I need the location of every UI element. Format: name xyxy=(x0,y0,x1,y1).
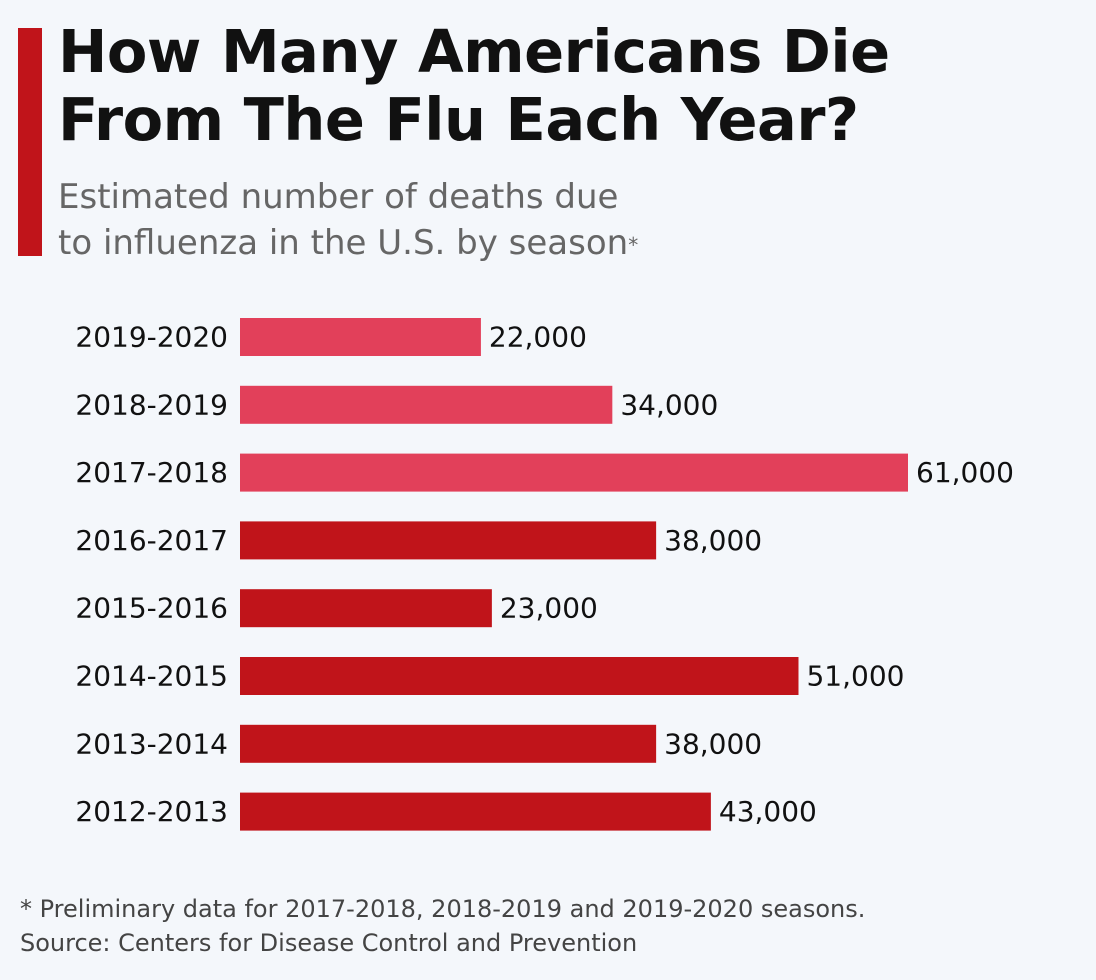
category-label: 2013-2014 xyxy=(75,727,228,760)
subtitle-footnote-marker: * xyxy=(628,233,639,257)
bar xyxy=(240,521,657,560)
bar xyxy=(240,385,613,424)
bar xyxy=(240,453,908,492)
footnote-preliminary-note: * Preliminary data for 2017-2018, 2018-2… xyxy=(20,895,866,923)
bar xyxy=(240,724,657,763)
category-label: 2012-2013 xyxy=(75,795,228,828)
bar-chart: 2019-2020 22,000 2018-2019 34,000 2017-2018 6… xyxy=(75,318,1014,831)
chart-subtitle: Estimated number of deaths due to influe… xyxy=(58,174,958,266)
category-label: 2019-2020 xyxy=(75,321,228,354)
category-label: 2014-2015 xyxy=(75,660,228,693)
value-label: 51,000 xyxy=(806,660,904,693)
bar xyxy=(240,589,492,628)
chart-title-line-1: How Many Americans Die xyxy=(58,17,890,86)
value-label: 38,000 xyxy=(664,727,762,760)
value-label: 23,000 xyxy=(500,592,598,625)
category-label: 2017-2018 xyxy=(75,456,228,489)
chart-subtitle-line-2: to influenza in the U.S. by season* xyxy=(58,220,958,266)
bar xyxy=(240,792,711,831)
category-label: 2018-2019 xyxy=(75,388,228,421)
footnote-source: Source: Centers for Disease Control and … xyxy=(20,929,638,957)
bar xyxy=(240,657,799,695)
chart-title: How Many Americans Die From The Flu Each… xyxy=(58,18,1038,154)
accent-bar xyxy=(18,28,42,256)
value-label: 22,000 xyxy=(489,321,587,354)
value-label: 61,000 xyxy=(916,456,1014,489)
chart-subtitle-line-2-text: to influenza in the U.S. by season xyxy=(58,223,629,263)
bar xyxy=(240,318,481,356)
value-label: 34,000 xyxy=(620,388,718,421)
category-label: 2015-2016 xyxy=(75,592,228,625)
category-label: 2016-2017 xyxy=(75,524,228,557)
chart-title-line-2: From The Flu Each Year? xyxy=(58,85,859,154)
value-label: 38,000 xyxy=(664,524,762,557)
chart-subtitle-line-1: Estimated number of deaths due xyxy=(58,177,619,217)
value-label: 43,000 xyxy=(719,795,817,828)
footnote: * Preliminary data for 2017-2018, 2018-2… xyxy=(20,892,1080,960)
